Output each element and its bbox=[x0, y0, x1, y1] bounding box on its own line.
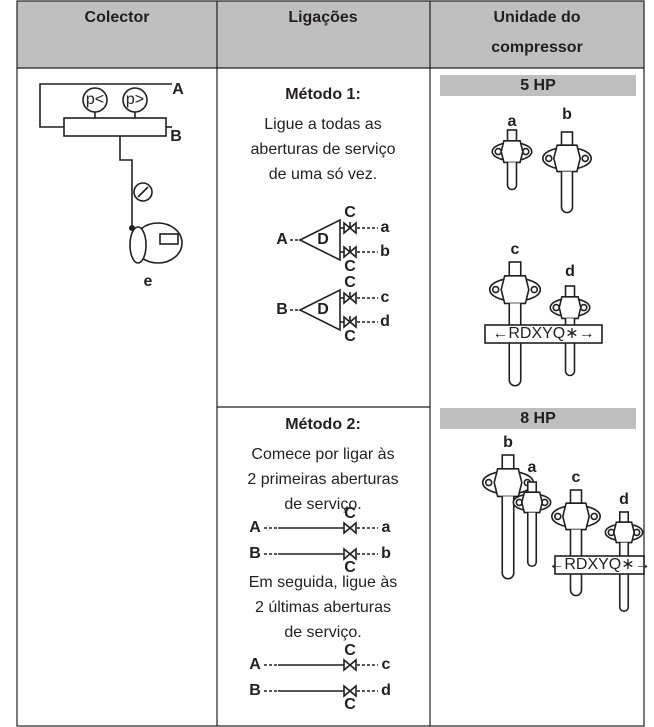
fitting-tube bbox=[508, 303, 522, 387]
valve-label: C bbox=[344, 505, 356, 522]
fitting-bolt bbox=[553, 512, 562, 521]
source-label: A bbox=[249, 519, 261, 536]
header-cell: compressor bbox=[491, 39, 583, 56]
valve bbox=[343, 521, 357, 535]
valve bbox=[343, 658, 357, 672]
junction bbox=[298, 218, 341, 262]
port-label: b bbox=[380, 243, 390, 260]
unit-band bbox=[440, 408, 636, 429]
source-label: B bbox=[276, 301, 288, 318]
header-cell: Unidade do bbox=[493, 9, 580, 26]
collector-label: A bbox=[172, 81, 184, 98]
port-label: a bbox=[381, 219, 390, 236]
junction-label: D bbox=[317, 301, 329, 318]
fitting-nut bbox=[560, 131, 574, 146]
fitting-tube bbox=[560, 171, 574, 214]
valve bbox=[343, 684, 357, 698]
method-text: de uma só vez. bbox=[269, 166, 378, 183]
fitting-nut bbox=[508, 261, 522, 277]
source-label: A bbox=[249, 656, 261, 673]
port-label: b bbox=[503, 434, 513, 451]
valve-label: C bbox=[344, 274, 356, 291]
collector-label: p< bbox=[86, 91, 104, 108]
header-background bbox=[17, 1, 644, 68]
fitting-bolt bbox=[530, 285, 539, 294]
header-cell: Colector bbox=[85, 9, 150, 26]
method-text: de serviço. bbox=[284, 496, 361, 513]
collector-label: B bbox=[170, 128, 182, 145]
fitting-nut bbox=[506, 129, 518, 142]
model-tag-text: ←RDXYQ∗→ bbox=[548, 556, 650, 573]
method-text: Comece por ligar às bbox=[251, 446, 394, 463]
valve-label: C bbox=[344, 642, 356, 659]
unit-band bbox=[440, 75, 636, 96]
port-label: b bbox=[381, 545, 391, 562]
valve-label: C bbox=[344, 328, 356, 345]
header-cell: Ligações bbox=[288, 9, 357, 26]
fitting-body bbox=[552, 144, 582, 173]
method-title: Método 2: bbox=[285, 416, 361, 433]
source-label: B bbox=[249, 545, 261, 562]
fitting-tube bbox=[618, 542, 630, 613]
method-text: 2 primeiras aberturas bbox=[247, 471, 398, 488]
fitting-nut bbox=[564, 285, 576, 298]
port-label: c bbox=[382, 656, 391, 673]
method-text: 2 últimas aberturas bbox=[255, 599, 391, 616]
port-label: b bbox=[562, 106, 572, 123]
port-label: d bbox=[381, 682, 391, 699]
port-label: a bbox=[508, 113, 517, 130]
source-label: A bbox=[276, 231, 288, 248]
port-label: c bbox=[381, 289, 390, 306]
fitting-body bbox=[500, 274, 530, 305]
fitting-tube bbox=[526, 512, 538, 568]
fitting-bolt bbox=[581, 154, 590, 163]
junction bbox=[298, 288, 341, 332]
table-border bbox=[16, 0, 645, 727]
collector-label: p> bbox=[126, 91, 144, 108]
collector-drawing bbox=[39, 83, 183, 264]
fitting-nut bbox=[501, 454, 515, 470]
fitting-body bbox=[612, 521, 636, 544]
port-label: d bbox=[565, 263, 575, 280]
source-label: B bbox=[249, 682, 261, 699]
port-label: d bbox=[619, 491, 629, 508]
fitting-tube bbox=[506, 162, 518, 191]
fitting-body bbox=[500, 140, 524, 164]
unit-label: 5 HP bbox=[520, 77, 556, 94]
method-text: de serviço. bbox=[284, 624, 361, 641]
valve-label: C bbox=[344, 204, 356, 221]
model-tag bbox=[554, 555, 645, 575]
model-tag bbox=[484, 324, 603, 344]
port-label: a bbox=[528, 459, 537, 476]
port-label: a bbox=[382, 519, 391, 536]
fitting-bolt bbox=[484, 478, 493, 487]
method-text: aberturas de serviço bbox=[251, 141, 396, 158]
fitting-bolt bbox=[544, 154, 553, 163]
fitting-bolt bbox=[590, 512, 599, 521]
fitting-nut bbox=[526, 481, 538, 493]
unit-label: 8 HP bbox=[520, 410, 556, 427]
fitting-nut bbox=[618, 511, 630, 523]
valve-label: C bbox=[344, 559, 356, 576]
fitting-nut bbox=[569, 489, 583, 504]
junction-label: D bbox=[317, 231, 329, 248]
port-label: c bbox=[572, 469, 581, 486]
valve-label: C bbox=[344, 696, 356, 713]
fitting-tube bbox=[501, 496, 515, 580]
method-text: Em seguida, ligue às bbox=[249, 574, 398, 591]
fitting-body bbox=[520, 491, 544, 514]
port-label: d bbox=[380, 313, 390, 330]
valve bbox=[343, 547, 357, 561]
collector-label: e bbox=[144, 273, 153, 290]
method-title: Método 1: bbox=[285, 86, 361, 103]
valve-label: C bbox=[344, 258, 356, 275]
model-tag-text: ←RDXYQ∗→ bbox=[492, 325, 594, 342]
port-label: c bbox=[511, 241, 520, 258]
fitting-body bbox=[493, 467, 523, 498]
fitting-bolt bbox=[491, 285, 500, 294]
fitting-body bbox=[558, 295, 582, 320]
method-text: Ligue a todas as bbox=[264, 116, 381, 133]
fitting-body bbox=[561, 502, 591, 531]
